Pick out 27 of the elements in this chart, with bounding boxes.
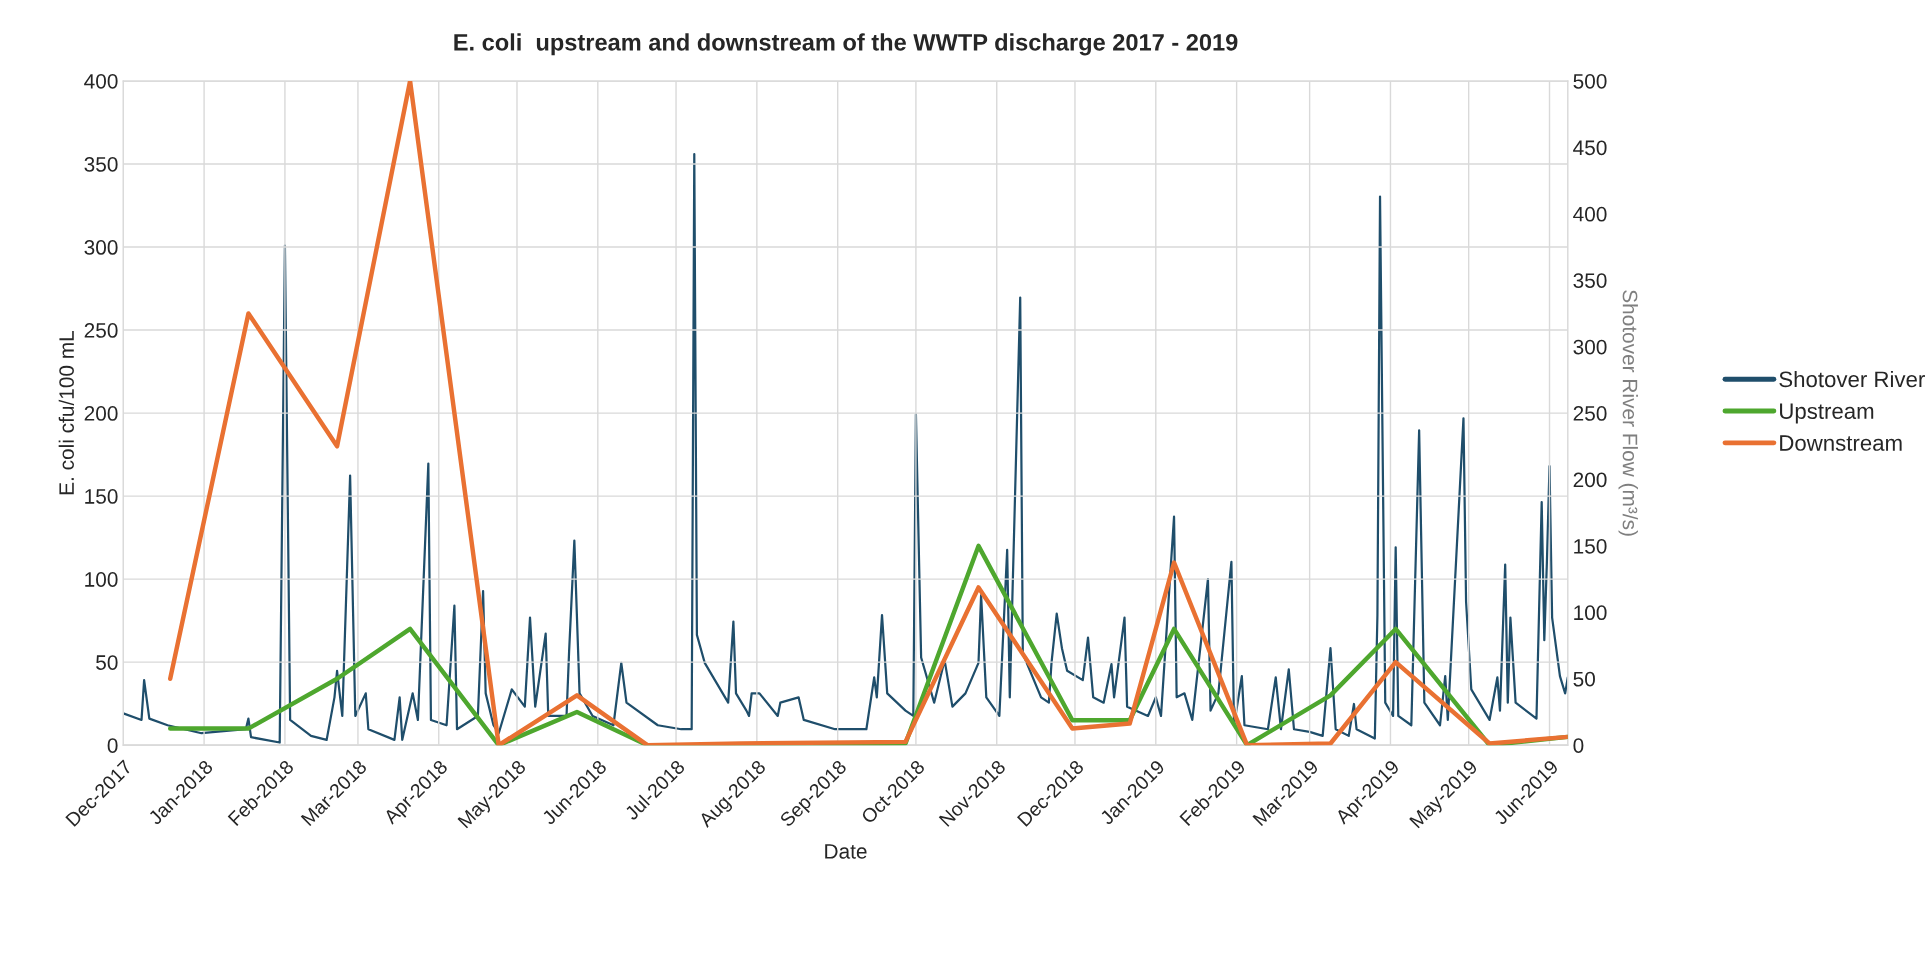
y2-tick-label: 0 <box>1573 738 1584 753</box>
legend-label: Downstream <box>1780 435 1902 451</box>
y2-tick-label: 400 <box>1573 206 1607 222</box>
y2-tick-label: 100 <box>1574 605 1607 621</box>
y-tick-label: 50 <box>96 655 118 670</box>
y2-tick-label: 150 <box>1574 538 1607 554</box>
legend-label: Upstream <box>1780 403 1874 424</box>
y-tick-label: 250 <box>84 323 118 338</box>
y2-tick-label: 350 <box>1573 273 1607 288</box>
y2-tick-label: 450 <box>1573 140 1607 156</box>
y-tick-label: 300 <box>84 240 118 255</box>
y2-tick-label: 50 <box>1573 671 1595 687</box>
y2-tick-label: 500 <box>1573 73 1607 89</box>
y2-tick-label: 250 <box>1573 406 1607 421</box>
y-tick-label: 400 <box>84 73 118 89</box>
y2-tick-label: 300 <box>1573 339 1607 355</box>
y-tick-label: 0 <box>107 738 118 753</box>
y-axis-title: E. coli cfu/100 mL <box>58 330 74 495</box>
y2-tick-label: 200 <box>1573 472 1607 488</box>
y-tick-label: 350 <box>84 157 118 172</box>
y-tick-label: 200 <box>84 406 118 421</box>
x-axis-title: Date <box>825 844 867 859</box>
chart-title: E. coli upstream and downstream of the WWTP discharge 2017 - 2019 <box>454 33 1238 56</box>
y-tick-label: 100 <box>85 572 118 587</box>
legend-label: Shotover River <box>1779 370 1925 388</box>
y-tick-label: 150 <box>85 489 118 504</box>
y2-axis-title: Shotover River Flow (m³/s) <box>1618 290 1638 536</box>
